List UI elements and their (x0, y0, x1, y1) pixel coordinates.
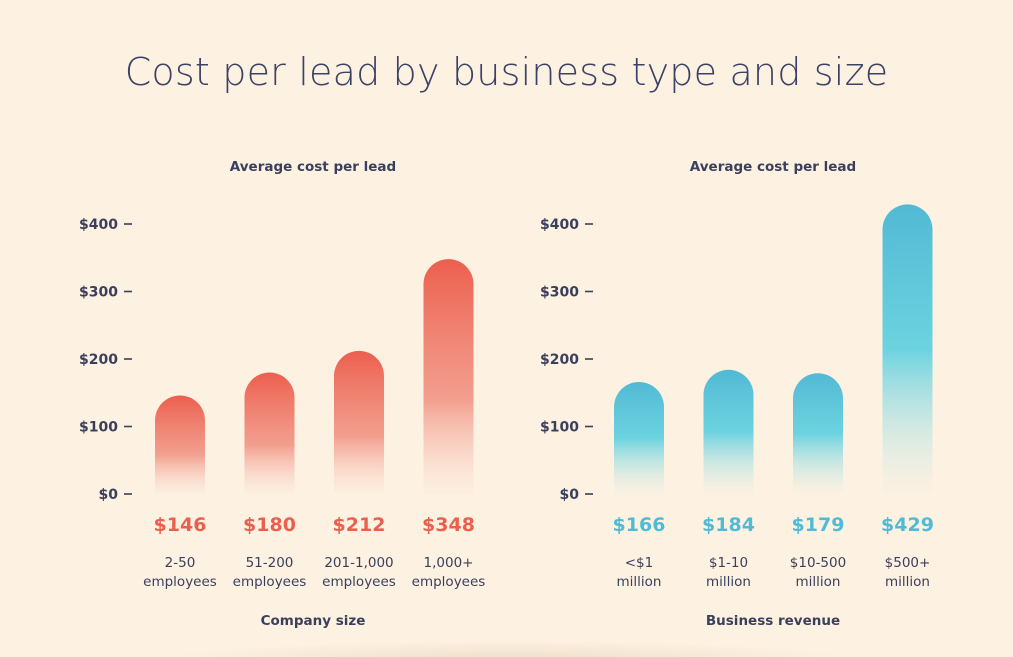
category-label: 201-1,000 (324, 555, 393, 571)
category-label: million (706, 574, 751, 590)
bar-value-label: $429 (881, 514, 934, 536)
bar-value-label: $348 (422, 514, 475, 536)
x-axis-label: Business revenue (706, 613, 840, 629)
y-tick-label: $300 (540, 285, 579, 301)
category-label: million (796, 574, 841, 590)
category-label: employees (143, 574, 217, 590)
bar-value-label: $166 (613, 514, 666, 536)
category-label: 1,000+ (424, 555, 474, 571)
y-tick-label: $200 (540, 352, 579, 368)
category-label: 51-200 (246, 555, 294, 571)
y-tick-label: $100 (540, 420, 579, 436)
category-label: employees (412, 574, 486, 590)
bar (423, 259, 474, 494)
y-tick-label: $0 (99, 487, 119, 503)
bar-value-label: $180 (243, 514, 296, 536)
bar (155, 395, 205, 494)
category-label: 2-50 (165, 555, 196, 571)
chart-title: Average cost per lead (230, 159, 396, 175)
chart-title: Average cost per lead (690, 159, 856, 175)
category-label: $1-10 (709, 555, 748, 571)
business-revenue-chart: Average cost per lead $0 $100 $200 $300 $400 $… (540, 159, 934, 629)
bar (614, 381, 664, 494)
category-label: employees (233, 574, 307, 590)
y-tick-label: $400 (79, 217, 118, 233)
category-label: million (617, 574, 662, 590)
bar (882, 204, 933, 495)
y-tick-label: $400 (540, 217, 579, 233)
x-axis-label: Company size (261, 613, 366, 629)
y-tick-label: $300 (79, 285, 118, 301)
bar (244, 372, 295, 494)
bar (793, 373, 843, 494)
category-label: employees (322, 574, 396, 590)
bar (334, 350, 384, 494)
y-tick-label: $200 (79, 352, 118, 368)
y-tick-label: $0 (560, 487, 580, 503)
category-label: $500+ (885, 555, 931, 571)
category-label: $10-500 (790, 555, 846, 571)
bar (703, 369, 754, 494)
company-size-chart: Average cost per lead $0 $100 $200 $300 $400 $… (79, 159, 485, 629)
page-title: Cost per lead by business type and size (124, 50, 889, 94)
bottom-shadow (160, 640, 860, 657)
bar-value-label: $184 (702, 514, 755, 536)
bar-value-label: $146 (154, 514, 207, 536)
category-label: <$1 (625, 555, 654, 571)
y-tick-label: $100 (79, 420, 118, 436)
category-label: million (885, 574, 930, 590)
bar-value-label: $212 (333, 514, 386, 536)
bar-value-label: $179 (792, 514, 845, 536)
